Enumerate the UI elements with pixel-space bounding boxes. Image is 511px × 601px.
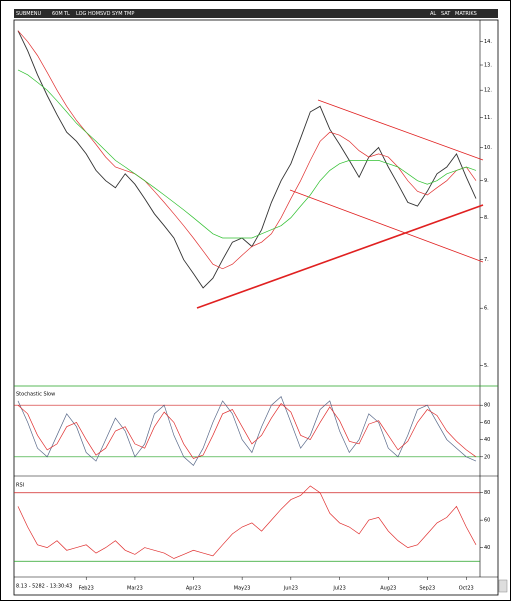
y-tick-label: 40 <box>484 545 490 551</box>
x-tick-label: Jul23 <box>332 586 345 592</box>
panel-title: Stochastic Slow <box>16 392 55 398</box>
series-line <box>17 30 477 289</box>
x-tick-label: Sep23 <box>419 586 435 592</box>
toolbar-items: SUBMENU 60M TL LOG HOM SVD SYM TMP AL SAT MATRIKS <box>16 11 477 17</box>
status-text: 8.13 - 5282 - 13:30:43 <box>16 584 72 590</box>
y-tick-label: 7. <box>484 257 489 263</box>
x-tick-label: Mar23 <box>127 586 143 592</box>
y-tick-label: 13. <box>484 63 492 69</box>
y-tick-label: 5. <box>484 363 489 369</box>
y-tick-label: 11. <box>484 115 492 121</box>
series-line <box>17 485 477 559</box>
series-line <box>17 402 477 459</box>
series-line <box>17 30 477 270</box>
y-tick-label: 8. <box>484 215 489 221</box>
toolbar-button[interactable]: SUBMENU <box>16 11 41 17</box>
x-tick-label: Jun23 <box>283 586 298 592</box>
y-tick-label: 9. <box>484 178 489 184</box>
toolbar-button[interactable]: HOM <box>88 11 100 17</box>
y-tick-label: 80 <box>484 403 490 409</box>
scrollbar[interactable] <box>498 579 508 593</box>
x-tick-label: Feb23 <box>79 586 94 592</box>
channel-line <box>317 99 484 161</box>
toolbar-button[interactable]: TL <box>63 11 70 17</box>
toolbar-button[interactable]: MATRIKS <box>455 11 477 17</box>
x-tick-label: Aug23 <box>380 586 396 592</box>
y-tick-label: 60 <box>484 518 490 524</box>
x-tick-label: Apr23 <box>186 586 201 592</box>
x-tick-label: Oct23 <box>459 586 474 592</box>
y-tick-label: 60 <box>484 420 490 426</box>
toolbar-button[interactable]: 60M <box>52 11 63 17</box>
toolbar-button[interactable]: SAT <box>441 11 451 17</box>
series-line <box>17 69 477 239</box>
toolbar-button[interactable]: SVD <box>100 11 111 17</box>
toolbar-button[interactable]: AL <box>430 11 436 17</box>
toolbar-button[interactable]: SYM <box>112 11 123 17</box>
y-tick-label: 20 <box>484 454 490 460</box>
y-tick-label: 80 <box>484 490 490 496</box>
toolbar <box>14 9 498 18</box>
trend-line <box>196 204 484 309</box>
y-tick-label: 12. <box>484 88 492 94</box>
x-tick-label: May23 <box>234 586 251 592</box>
y-tick-label: 10. <box>484 145 492 151</box>
series-line <box>17 396 477 466</box>
y-tick-label: 14. <box>484 39 492 45</box>
y-tick-label: 40 <box>484 437 490 443</box>
y-tick-label: 6. <box>484 306 489 312</box>
chart-frame <box>13 19 499 596</box>
panel-title: RSI <box>16 483 24 489</box>
toolbar-button[interactable]: LOG <box>76 11 87 17</box>
channel-line <box>289 189 484 263</box>
toolbar-button[interactable]: TMP <box>123 11 134 17</box>
